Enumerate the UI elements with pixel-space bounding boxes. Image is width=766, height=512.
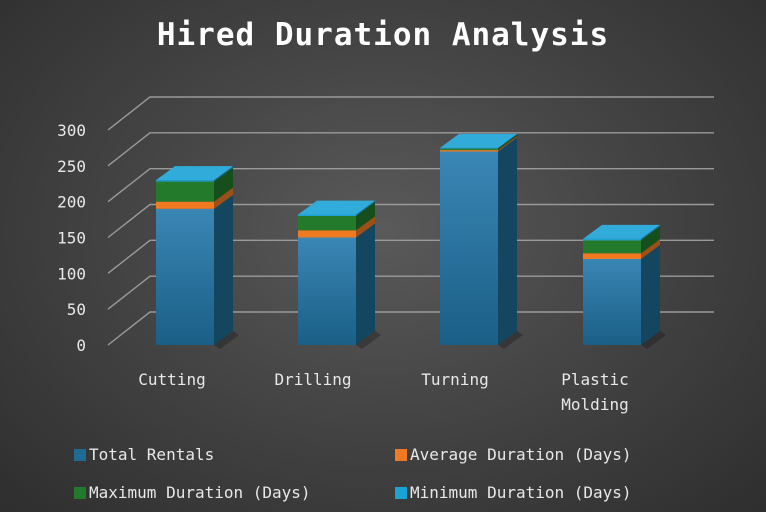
bar-shadow: [214, 331, 239, 349]
bar-front: [298, 230, 356, 238]
y-tick-label: 150: [57, 229, 86, 248]
category-label: Cutting: [138, 370, 205, 389]
category-label: Turning: [421, 370, 488, 389]
legend-label: Average Duration (Days): [410, 445, 632, 464]
bar-top: [583, 224, 660, 239]
bar-segment: [156, 166, 233, 182]
legend: Total Rentals Average Duration (Days) Maxi…: [74, 445, 632, 502]
bar-front: [583, 240, 641, 254]
bar-front: [440, 151, 498, 345]
y-tick-label: 0: [76, 336, 86, 355]
bar-front: [156, 181, 214, 202]
bar-front: [298, 216, 356, 231]
bar-top: [156, 166, 233, 181]
bar-side: [641, 245, 660, 345]
bar-segment: [583, 245, 660, 345]
y-tick-label: 50: [67, 300, 86, 319]
bar-segment: [440, 136, 517, 152]
bar-side: [356, 223, 375, 345]
bar-side: [498, 137, 517, 345]
bar-segment: [156, 187, 233, 209]
gridline: [107, 96, 714, 131]
bar-front: [298, 237, 356, 345]
bar-side: [214, 187, 233, 209]
bar-segment: [298, 216, 375, 238]
legend-item: Minimum Duration (Days): [395, 483, 632, 502]
bar-front: [583, 253, 641, 259]
legend-item: Total Rentals: [74, 445, 214, 464]
bar-segment: [298, 202, 375, 231]
bar-segment: [298, 200, 375, 216]
bar-segment: [583, 239, 660, 259]
bar-side: [498, 136, 517, 152]
bar-segment: [440, 134, 517, 151]
legend-swatch: [74, 487, 86, 499]
bar-segment: [440, 137, 517, 345]
category-label: Molding: [561, 395, 628, 414]
bar-shadow: [498, 331, 523, 349]
bar-front: [583, 238, 641, 241]
bar-front: [156, 201, 214, 209]
bar-front: [440, 148, 498, 151]
bar-side: [641, 239, 660, 259]
legend-label: Maximum Duration (Days): [89, 483, 311, 502]
bar-side: [498, 133, 517, 149]
bar-front: [298, 214, 356, 216]
bar-top: [440, 133, 517, 148]
y-tick-label: 200: [57, 193, 86, 212]
y-axis-ticks: 0 50 100 150 200 250 300: [57, 121, 86, 355]
bar-side: [498, 134, 517, 151]
chart-title: Hired Duration Analysis: [157, 17, 609, 53]
legend-swatch: [74, 449, 86, 461]
bar-front: [440, 147, 498, 149]
bar-side: [356, 216, 375, 238]
bar-side: [214, 194, 233, 345]
legend-item: Average Duration (Days): [395, 445, 632, 464]
y-tick-label: 100: [57, 264, 86, 283]
bar-top: [298, 200, 375, 215]
bar-front: [156, 208, 214, 345]
gridline: [107, 311, 714, 346]
bar-side: [641, 224, 660, 241]
legend-label: Total Rentals: [89, 445, 214, 464]
gridline: [107, 132, 714, 167]
bar-shadow: [641, 331, 666, 349]
bar-side: [214, 166, 233, 182]
y-tick-label: 250: [57, 157, 86, 176]
category-labels: Cutting Drilling Turning Plastic Molding: [138, 370, 628, 414]
bar-front: [156, 180, 214, 182]
bar-segment: [583, 224, 660, 241]
category-label: Plastic: [561, 370, 628, 389]
legend-swatch: [395, 449, 407, 461]
gridlines: [107, 96, 714, 346]
bar-segment: [440, 133, 517, 149]
legend-item: Maximum Duration (Days): [74, 483, 311, 502]
bar-segment: [156, 194, 233, 345]
category-label: Drilling: [274, 370, 351, 389]
bar-front: [440, 150, 498, 152]
legend-label: Minimum Duration (Days): [410, 483, 632, 502]
gridline: [107, 203, 714, 239]
bar-front: [583, 259, 641, 345]
gridline: [107, 239, 714, 274]
legend-swatch: [395, 487, 407, 499]
bar-shadow: [356, 331, 381, 349]
gridline: [107, 167, 714, 203]
bar-segment: [298, 223, 375, 345]
bar-side: [214, 167, 233, 202]
bar-side: [356, 202, 375, 231]
bars: [156, 133, 666, 349]
bar-side: [641, 226, 660, 254]
bar-segment: [156, 167, 233, 202]
bar-segment: [583, 226, 660, 254]
gridline: [107, 275, 714, 310]
bar-side: [356, 200, 375, 216]
y-tick-label: 300: [57, 121, 86, 140]
